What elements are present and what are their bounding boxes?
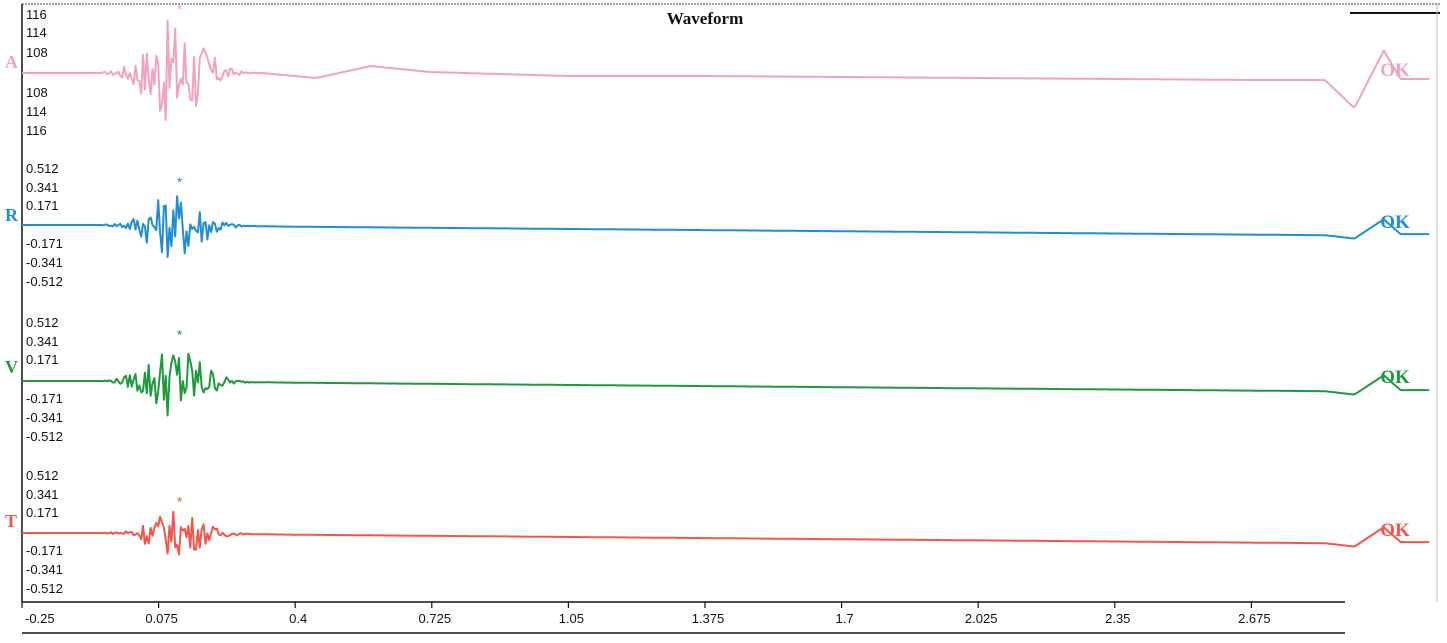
y-tick-label: -0.341 [26, 562, 63, 577]
status-ok: OK [1380, 212, 1410, 233]
y-tick-label: 108 [26, 45, 48, 60]
x-tick-label: -0.25 [25, 611, 55, 626]
x-axis-ticks: -0.25 0.075 0.4 0.725 1.05 1.375 1.7 2.025 2.35 2… [21, 602, 1271, 626]
y-tick-label: 114 [26, 104, 47, 119]
channel-label: R [5, 205, 19, 225]
waveform-trace [22, 510, 1430, 556]
y-tick-label: 0.512 [26, 161, 59, 176]
waveform-trace [22, 352, 1430, 417]
y-tick-label: 0.171 [26, 505, 59, 520]
x-tick-label: 1.05 [559, 611, 584, 626]
x-tick-label: 1.375 [692, 611, 725, 626]
y-tick-label: 0.341 [26, 487, 59, 502]
y-tick-label: 0.512 [26, 468, 59, 483]
y-tick-label: -0.171 [26, 543, 63, 558]
y-tick-label: -0.171 [26, 391, 63, 406]
x-tick-label: 2.675 [1238, 611, 1271, 626]
x-tick-label: 0.725 [419, 611, 452, 626]
x-tick-label: 0.075 [145, 611, 178, 626]
y-tick-label: 0.512 [26, 315, 59, 330]
y-tick-label: 116 [26, 123, 47, 138]
x-tick-label: 1.7 [836, 611, 854, 626]
y-tick-label: -0.341 [26, 410, 63, 425]
x-tick-label: 0.4 [289, 611, 307, 626]
y-tick-label: 0.171 [26, 198, 59, 213]
waveform-trace [22, 195, 1430, 259]
channel-label: T [5, 511, 17, 531]
y-tick-label: -0.512 [26, 581, 63, 596]
y-tick-label: -0.512 [26, 274, 63, 289]
y-tick-label: 0.341 [26, 180, 59, 195]
chart-title: Waveform [667, 9, 743, 28]
y-tick-label: -0.171 [26, 236, 63, 251]
status-ok: OK [1380, 367, 1410, 388]
pick-marker: * [177, 327, 183, 343]
x-tick-label: 2.35 [1105, 611, 1130, 626]
y-tick-label: -0.512 [26, 429, 63, 444]
waveform-trace [22, 19, 1430, 121]
status-ok: OK [1380, 60, 1410, 81]
y-tick-label: 0.171 [26, 352, 59, 367]
y-tick-label: 114 [26, 25, 47, 40]
y-tick-label: 0.341 [26, 334, 59, 349]
channel-label: A [5, 52, 18, 72]
pick-marker: * [177, 174, 183, 190]
x-tick-label: 2.025 [965, 611, 998, 626]
channel-group: 116 114 108 108 114 116 A * OK 0.512 0.341 0.171 -0.… [5, 1, 1430, 596]
pick-marker: * [177, 493, 183, 509]
pick-marker: * [177, 1, 183, 17]
y-tick-label: -0.341 [26, 255, 63, 270]
channel-label: V [5, 357, 18, 377]
y-tick-label: 108 [26, 85, 48, 100]
status-ok: OK [1380, 520, 1410, 541]
y-tick-label: 116 [26, 7, 47, 22]
